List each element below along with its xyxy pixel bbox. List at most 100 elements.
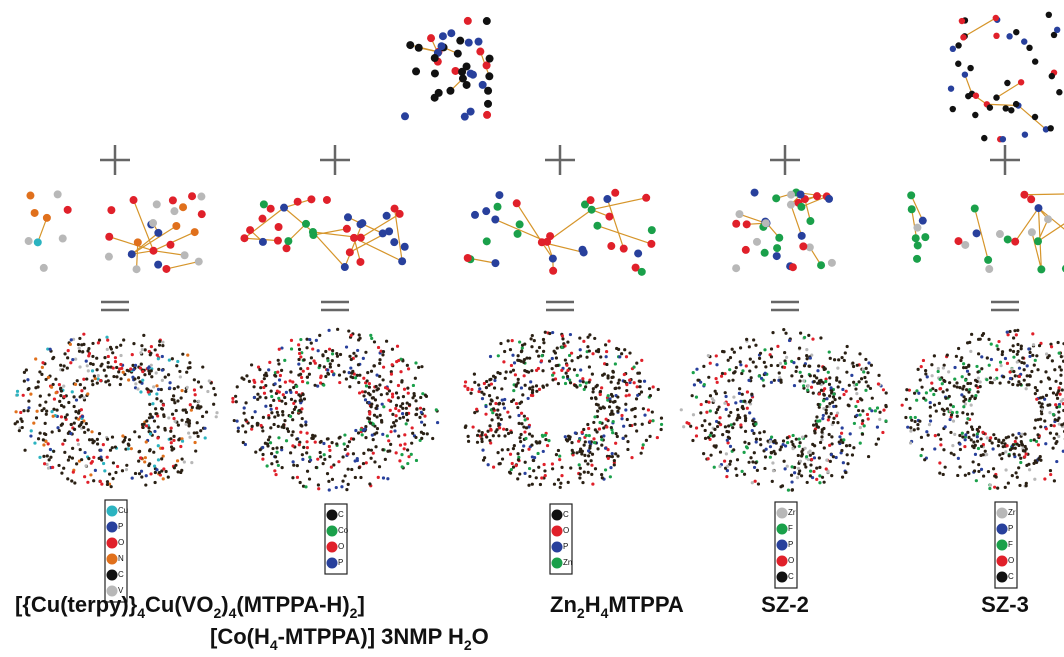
framework-atom — [920, 365, 923, 368]
framework-atom — [620, 417, 623, 420]
framework-atom — [319, 455, 322, 458]
framework-atom — [1016, 476, 1019, 479]
framework-atom — [841, 388, 844, 391]
framework-atom — [818, 406, 821, 409]
framework-atom — [399, 405, 402, 408]
framework-atom — [397, 396, 400, 399]
framework-atom — [394, 414, 397, 417]
framework-atom — [540, 359, 543, 362]
framework-atom — [548, 332, 551, 335]
framework-atom — [809, 470, 812, 473]
framework-atom — [1061, 388, 1064, 391]
framework-atom — [878, 411, 881, 414]
framework-atom — [989, 436, 992, 439]
framework-atom — [616, 410, 619, 413]
framework-atom — [861, 419, 864, 422]
framework-atom — [1045, 352, 1048, 355]
subscript: 4 — [137, 605, 145, 621]
framework-atom — [1033, 438, 1036, 441]
framework-atom — [326, 472, 329, 475]
framework-atom — [149, 352, 152, 355]
framework-atom — [329, 362, 332, 365]
framework-atom — [174, 420, 177, 423]
framework-atom — [29, 434, 32, 437]
framework-atom — [746, 390, 749, 393]
framework-atom — [170, 448, 173, 451]
framework-atom — [929, 419, 932, 422]
framework-atom — [600, 438, 603, 441]
framework-atom — [161, 341, 164, 344]
atom — [294, 198, 302, 206]
framework-atom — [75, 398, 78, 401]
framework-atom — [616, 435, 619, 438]
framework-atom — [78, 350, 81, 353]
atom — [431, 69, 439, 77]
framework-atom — [724, 395, 727, 398]
framework-atom — [996, 348, 999, 351]
framework-atom — [628, 351, 631, 354]
framework-atom — [863, 424, 866, 427]
framework-atom — [417, 366, 420, 369]
framework-atom — [846, 345, 849, 348]
framework-atom — [520, 412, 523, 415]
atom — [274, 237, 282, 245]
framework-atom — [485, 435, 488, 438]
framework-atom — [76, 439, 79, 442]
framework-atom — [231, 400, 234, 403]
framework-atom — [315, 339, 318, 342]
framework-atom — [798, 379, 801, 382]
framework-atom — [867, 361, 870, 364]
framework-atom — [858, 352, 861, 355]
framework-atom — [386, 477, 389, 480]
framework-atom — [991, 441, 994, 444]
atom — [188, 192, 196, 200]
framework-atom — [358, 391, 361, 394]
framework-atom — [964, 438, 967, 441]
framework-atom — [961, 435, 964, 438]
framework-atom — [369, 334, 372, 337]
framework-atom — [596, 384, 599, 387]
framework-atom — [986, 436, 989, 439]
framework-atom — [96, 438, 99, 441]
atom — [798, 232, 806, 240]
framework-atom — [1035, 398, 1038, 401]
framework-atom — [35, 416, 38, 419]
framework-atom — [510, 468, 513, 471]
framework-atom — [943, 380, 946, 383]
framework-atom — [588, 333, 591, 336]
atom — [789, 263, 797, 271]
framework-atom — [980, 367, 983, 370]
framework-atom — [754, 461, 757, 464]
framework-atom — [151, 402, 154, 405]
framework-atom — [343, 433, 346, 436]
framework-atom — [127, 447, 130, 450]
framework-atom — [33, 441, 36, 444]
framework-atom — [943, 364, 946, 367]
framework-atom — [754, 480, 757, 483]
framework-atom — [106, 480, 109, 483]
framework-atom — [651, 419, 654, 422]
framework-atom — [836, 421, 839, 424]
framework-atom — [841, 426, 844, 429]
framework-atom — [370, 457, 373, 460]
framework-atom — [22, 409, 25, 412]
framework-atom — [908, 407, 911, 410]
framework-atom — [719, 450, 722, 453]
framework-atom — [642, 443, 645, 446]
framework-atom — [520, 350, 523, 353]
atom — [162, 265, 170, 273]
framework-atom — [363, 428, 366, 431]
framework-atom — [970, 425, 973, 428]
framework-atom — [70, 423, 73, 426]
framework-atom — [60, 424, 63, 427]
compound-name: Zn2H4MTPPA — [550, 592, 684, 621]
framework-atom — [155, 468, 158, 471]
framework-atom — [106, 438, 109, 441]
framework-atom — [348, 385, 351, 388]
framework-atom — [244, 430, 247, 433]
framework-atom — [877, 382, 880, 385]
framework-atom — [642, 407, 645, 410]
framework-atom — [490, 399, 493, 402]
framework-atom — [311, 347, 314, 350]
framework-atom — [743, 451, 746, 454]
